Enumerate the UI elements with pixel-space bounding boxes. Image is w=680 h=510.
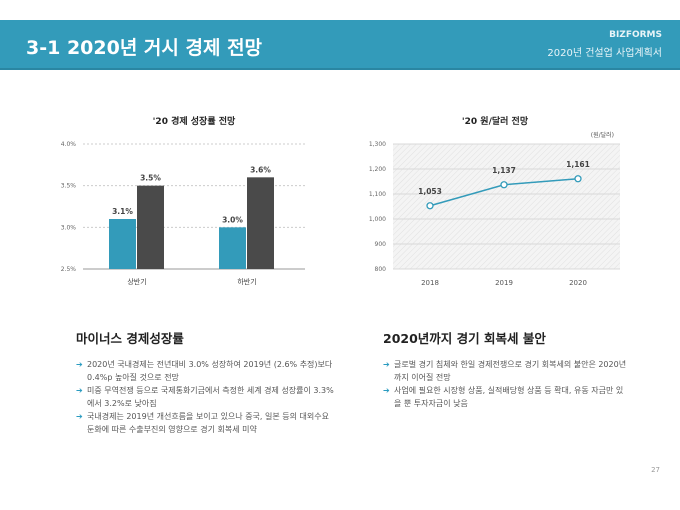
x-tick-label: 2018 [421, 279, 439, 287]
data-label: 3.1% [112, 207, 133, 216]
y-tick-label: 1,000 [369, 216, 386, 223]
bullet-item: ➔ 미중 무역전쟁 등으로 국제통화기금에서 측정한 세계 경제 성장률이 3.3… [76, 384, 338, 410]
page-title: 3-1 2020년 거시 경제 전망 [26, 37, 263, 59]
bullet-text: 2020년 국내경제는 전년대비 3.0% 성장하여 2019년 (2.6% 추… [87, 360, 333, 382]
x-tick-label: 2020 [569, 279, 587, 287]
right-bullets: ➔ 글로벌 경기 침체와 한일 경제전쟁으로 경기 회복세의 불안은 2020년까… [383, 358, 628, 410]
bullet-text: 사업에 필요한 시장형 상품, 실적배당형 상품 등 확대, 유동 자금만 있을… [394, 386, 624, 408]
y-tick-label: 900 [375, 241, 387, 248]
page-number: 27 [651, 466, 660, 474]
y-tick-label: 800 [375, 266, 387, 273]
data-label: 3.0% [222, 215, 243, 224]
arrow-icon: ➔ [383, 360, 390, 369]
left-section-title: 마이너스 경제성장률 [76, 331, 184, 346]
right-section-title: 2020년까지 경기 회복세 불안 [383, 331, 546, 346]
y-tick-label: 1,100 [369, 191, 386, 198]
bullet-item: ➔ 2020년 국내경제는 전년대비 3.0% 성장하여 2019년 (2.6% … [76, 358, 338, 384]
data-label: 1,137 [492, 166, 516, 175]
bullet-text: 미중 무역전쟁 등으로 국제통화기금에서 측정한 세계 경제 성장률이 3.3%… [87, 386, 334, 408]
chart-title: '20 원/달러 전망 [462, 115, 529, 127]
data-label: 1,053 [418, 187, 442, 196]
bar [247, 177, 274, 269]
bar [219, 227, 246, 269]
brand-label: BIZFORMS [609, 30, 662, 40]
bar [137, 185, 164, 269]
bar [109, 219, 136, 269]
y-tick-label: 4.0% [61, 141, 77, 148]
bullet-text: 국내경제는 2019년 개선흐름을 보이고 있으나 중국, 일본 등의 대외수요… [87, 412, 329, 434]
bullet-item: ➔ 글로벌 경기 침체와 한일 경제전쟁으로 경기 회복세의 불안은 2020년까… [383, 358, 628, 384]
x-tick-label: 2019 [495, 279, 513, 287]
data-label: 3.6% [250, 165, 271, 174]
unit-label: (원/달러) [591, 131, 614, 139]
arrow-icon: ➔ [76, 360, 83, 369]
data-point [574, 175, 582, 183]
arrow-icon: ➔ [76, 412, 83, 421]
bullet-item: ➔ 국내경제는 2019년 개선흐름을 보이고 있으나 중국, 일본 등의 대외수… [76, 410, 338, 436]
arrow-icon: ➔ [383, 386, 390, 395]
header-bar: 3-1 2020년 거시 경제 전망 BIZFORMS 2020년 건설업 사업… [0, 20, 680, 70]
left-bullets: ➔ 2020년 국내경제는 전년대비 3.0% 성장하여 2019년 (2.6% … [76, 358, 338, 436]
bullet-item: ➔ 사업에 필요한 시장형 상품, 실적배당형 상품 등 확대, 유동 자금만 있… [383, 384, 628, 410]
y-tick-label: 1,300 [369, 141, 386, 148]
y-tick-label: 2.5% [61, 266, 77, 273]
y-tick-label: 3.0% [61, 224, 77, 231]
bullet-text: 글로벌 경기 침체와 한일 경제전쟁으로 경기 회복세의 불안은 2020년까지… [394, 360, 627, 382]
data-point [500, 181, 508, 189]
data-label: 1,161 [566, 160, 590, 169]
y-tick-label: 3.5% [61, 183, 77, 190]
arrow-icon: ➔ [76, 386, 83, 395]
document-subtitle: 2020년 건설업 사업계획서 [547, 48, 662, 59]
chart-title: '20 경제 성장률 전망 [153, 115, 236, 127]
data-label: 3.5% [140, 174, 161, 183]
data-point [426, 202, 434, 210]
y-tick-label: 1,200 [369, 166, 386, 173]
x-tick-label: 하반기 [237, 277, 256, 286]
x-tick-label: 상반기 [127, 277, 146, 286]
